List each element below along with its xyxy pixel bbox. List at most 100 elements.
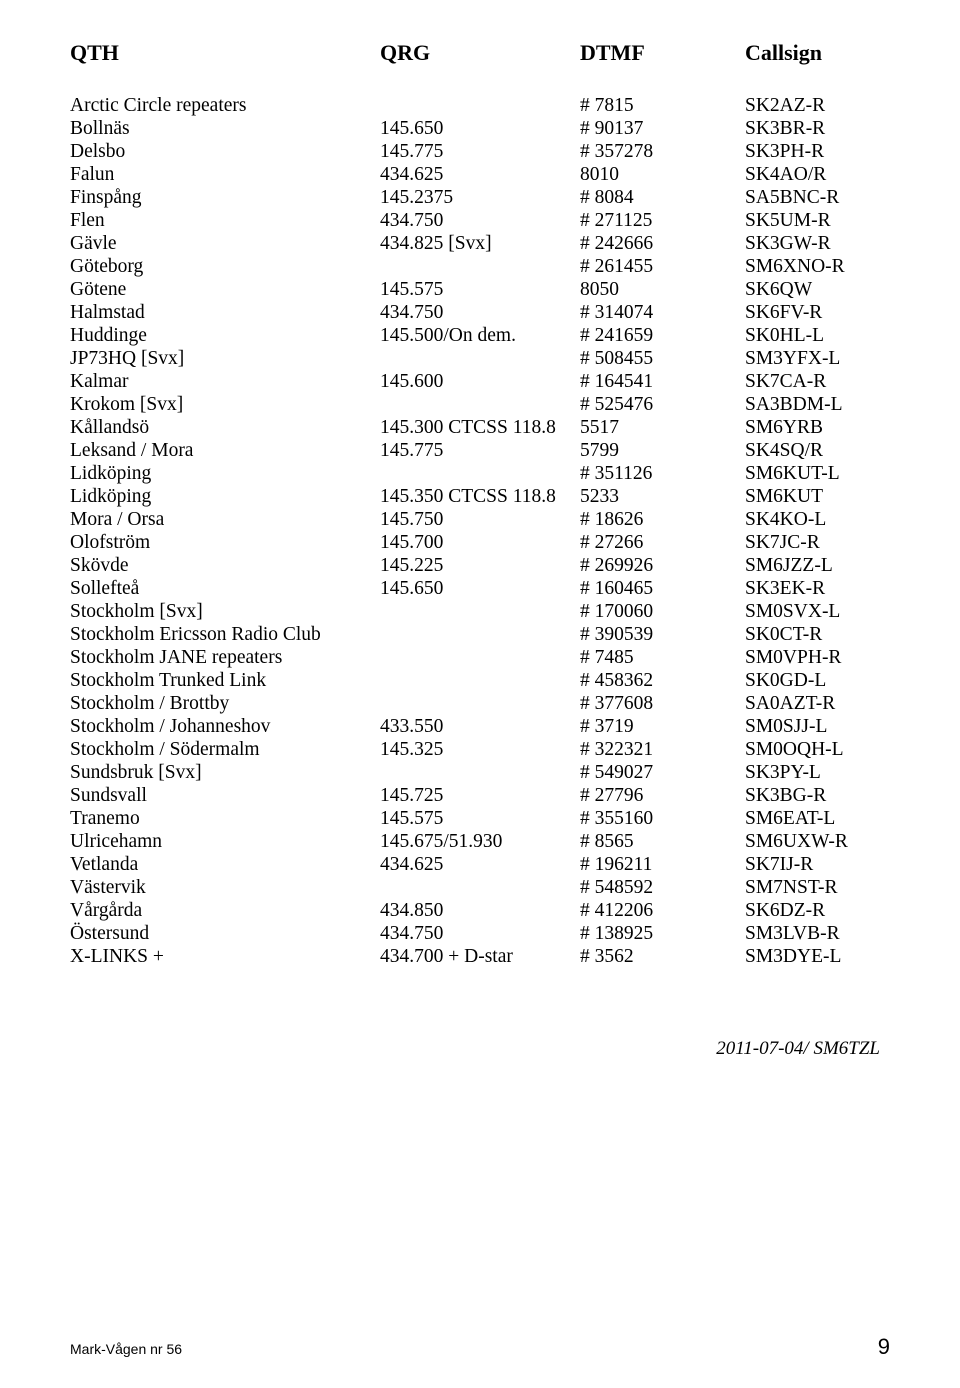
cell-dtmf: # 160465 [580,577,745,600]
cell-dtmf: # 242666 [580,232,745,255]
cell-dtmf: # 412206 [580,899,745,922]
cell-qth: Krokom [Svx] [70,393,380,416]
cell-qrg: 434.750 [380,209,580,232]
cell-dtmf: # 390539 [580,623,745,646]
cell-qth: Kalmar [70,370,380,393]
cell-qth: Falun [70,163,380,186]
cell-qrg [380,94,580,117]
cell-qrg [380,255,580,278]
table-row: Falun434.6258010SK4AO/R [70,163,890,186]
cell-qth: Huddinge [70,324,380,347]
cell-qth: Stockholm Ericsson Radio Club [70,623,380,646]
cell-callsign: SM3YFX-L [745,347,890,370]
table-row: Flen434.750# 271125SK5UM-R [70,209,890,232]
cell-qrg: 145.775 [380,439,580,462]
cell-qth: Mora / Orsa [70,508,380,531]
cell-qth: Halmstad [70,301,380,324]
table-row: X-LINKS +434.700 + D-star# 3562SM3DYE-L [70,945,890,968]
header-qth: QTH [70,40,380,66]
cell-qth: Sollefteå [70,577,380,600]
cell-qrg [380,347,580,370]
cell-callsign: SA5BNC-R [745,186,890,209]
table-row: Bollnäs145.650# 90137SK3BR-R [70,117,890,140]
table-row: Lidköping145.350 CTCSS 118.85233SM6KUT [70,485,890,508]
cell-dtmf: 5517 [580,416,745,439]
cell-callsign: SK0HL-L [745,324,890,347]
table-row: Västervik# 548592SM7NST-R [70,876,890,899]
cell-qth: Arctic Circle repeaters [70,94,380,117]
cell-qth: Stockholm [Svx] [70,600,380,623]
cell-callsign: SM6EAT-L [745,807,890,830]
cell-dtmf: # 458362 [580,669,745,692]
table-row: Stockholm / Johanneshov433.550# 3719SM0S… [70,715,890,738]
cell-qth: Skövde [70,554,380,577]
header-qrg: QRG [380,40,580,66]
cell-qrg: 145.225 [380,554,580,577]
cell-callsign: SK0CT-R [745,623,890,646]
table-row: Krokom [Svx]# 525476SA3BDM-L [70,393,890,416]
table-body: Arctic Circle repeaters # 7815SK2AZ-RBoll… [70,94,890,968]
cell-qrg [380,623,580,646]
cell-dtmf: # 241659 [580,324,745,347]
cell-qth: Stockholm Trunked Link [70,669,380,692]
cell-callsign: SM6KUT [745,485,890,508]
page-content: QTH QRG DTMF Callsign Arctic Circle repe… [0,0,960,1060]
cell-qrg: 434.625 [380,853,580,876]
table-row: Stockholm / Södermalm145.325# 322321SM0O… [70,738,890,761]
cell-qrg: 434.625 [380,163,580,186]
cell-qrg: 434.750 [380,301,580,324]
header-callsign: Callsign [745,40,890,66]
table-row: Götene145.5758050SK6QW [70,278,890,301]
cell-dtmf: 8050 [580,278,745,301]
cell-callsign: SK7JC-R [745,531,890,554]
cell-callsign: SM0VPH-R [745,646,890,669]
cell-qth: Tranemo [70,807,380,830]
cell-callsign: SK3PY-L [745,761,890,784]
cell-callsign: SK2AZ-R [745,94,890,117]
cell-qth: JP73HQ [Svx] [70,347,380,370]
cell-qth: Delsbo [70,140,380,163]
cell-qth: Vetlanda [70,853,380,876]
cell-dtmf: # 314074 [580,301,745,324]
cell-qth: Stockholm / Johanneshov [70,715,380,738]
table-row: Ulricehamn145.675/51.930# 8565SM6UXW-R [70,830,890,853]
table-row: Lidköping# 351126SM6KUT-L [70,462,890,485]
cell-dtmf: # 7815 [580,94,745,117]
cell-dtmf: # 261455 [580,255,745,278]
cell-qrg [380,692,580,715]
cell-callsign: SA0AZT-R [745,692,890,715]
table-header-row: QTH QRG DTMF Callsign [70,40,890,66]
cell-qrg: 145.350 CTCSS 118.8 [380,485,580,508]
cell-qrg [380,669,580,692]
cell-qrg: 145.300 CTCSS 118.8 [380,416,580,439]
cell-qth: Stockholm JANE repeaters [70,646,380,669]
cell-dtmf: # 8084 [580,186,745,209]
cell-dtmf: # 269926 [580,554,745,577]
cell-qrg: 434.825 [Svx] [380,232,580,255]
table-row: Kalmar145.600# 164541SK7CA-R [70,370,890,393]
cell-qth: X-LINKS + [70,945,380,968]
cell-qrg: 434.850 [380,899,580,922]
cell-qrg: 145.650 [380,117,580,140]
cell-dtmf: # 196211 [580,853,745,876]
cell-dtmf: # 549027 [580,761,745,784]
cell-callsign: SM7NST-R [745,876,890,899]
cell-dtmf: # 525476 [580,393,745,416]
page-footer: Mark-Vågen nr 56 9 [70,1334,890,1360]
cell-qrg [380,600,580,623]
cell-qrg: 145.325 [380,738,580,761]
table-row: Vårgårda434.850# 412206SK6DZ-R [70,899,890,922]
table-row: Leksand / Mora145.7755799SK4SQ/R [70,439,890,462]
table-row: Vetlanda434.625# 196211SK7IJ-R [70,853,890,876]
table-row: Delsbo145.775# 357278SK3PH-R [70,140,890,163]
table-row: Sundsvall145.725# 27796SK3BG-R [70,784,890,807]
cell-dtmf: # 18626 [580,508,745,531]
cell-dtmf: # 322321 [580,738,745,761]
table-row: Olofström145.700# 27266SK7JC-R [70,531,890,554]
cell-dtmf: 5799 [580,439,745,462]
cell-qth: Östersund [70,922,380,945]
table-row: Stockholm JANE repeaters# 7485SM0VPH-R [70,646,890,669]
header-dtmf: DTMF [580,40,745,66]
cell-callsign: SM3DYE-L [745,945,890,968]
cell-qth: Kållandsö [70,416,380,439]
